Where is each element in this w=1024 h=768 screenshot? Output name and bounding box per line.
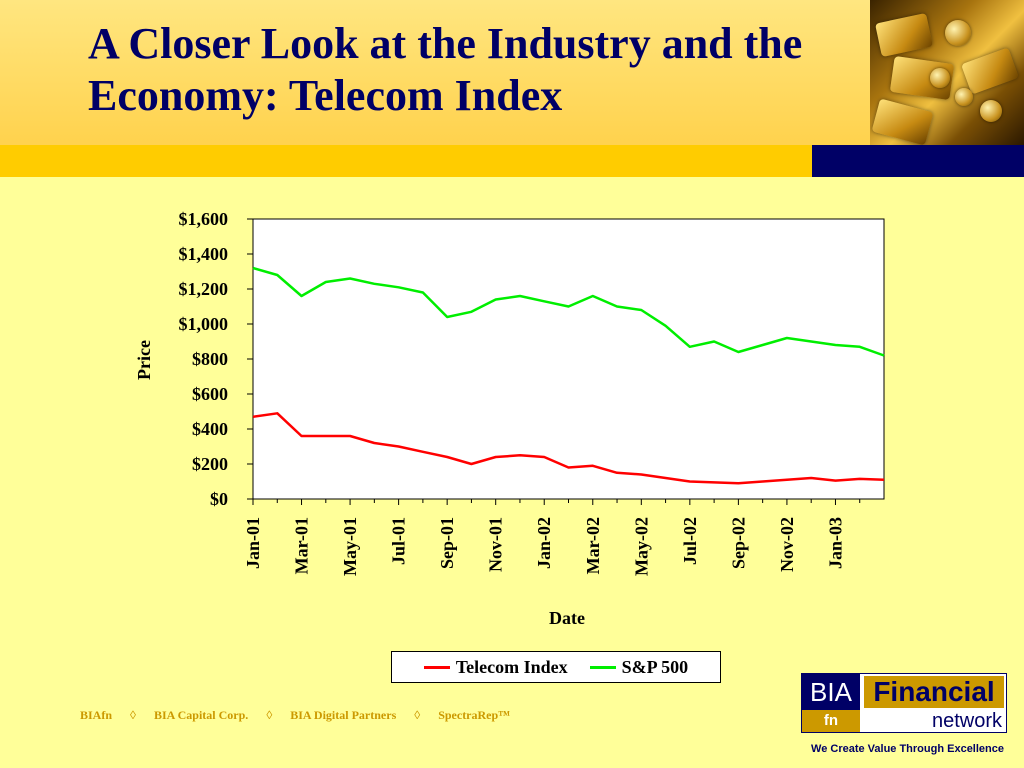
x-tick-label: Nov-02 bbox=[777, 517, 797, 572]
accent-band-navy bbox=[812, 145, 1024, 177]
logo-network-text: network bbox=[931, 710, 1002, 732]
x-tick-label: Sep-01 bbox=[437, 517, 457, 569]
company-tagline: We Create Value Through Excellence bbox=[811, 743, 1004, 755]
logo-bia-text: BIA bbox=[802, 674, 860, 710]
x-tick-label: Nov-01 bbox=[486, 517, 506, 572]
x-axis-label: Date bbox=[549, 608, 585, 628]
logo-financial-text: Financial bbox=[864, 676, 1004, 708]
y-tick-label: $400 bbox=[192, 419, 228, 439]
title-banner: A Closer Look at the Industry and the Ec… bbox=[0, 0, 870, 145]
x-tick-label: Jan-02 bbox=[534, 517, 554, 569]
x-axis: Jan-01 Mar-01 May-01 Jul-01 Sep-01 Nov-01 Jan-… bbox=[243, 499, 861, 576]
y-axis: $0 $200 $400 $600 $800 $1,000 $1,200 $1,400 $1,6… bbox=[179, 209, 253, 509]
y-tick-label: $800 bbox=[192, 349, 228, 369]
footer-link-spectrarep[interactable]: SpectraRep™ bbox=[438, 708, 511, 722]
plot-background bbox=[252, 218, 885, 500]
x-tick-label: Sep-02 bbox=[728, 517, 748, 569]
footer-separator: ◊ bbox=[414, 708, 421, 722]
slide-title: A Closer Look at the Industry and the Ec… bbox=[88, 19, 803, 120]
footer-separator: ◊ bbox=[266, 708, 273, 722]
x-tick-label: Mar-01 bbox=[292, 517, 312, 574]
legend-swatch-telecom bbox=[423, 665, 450, 669]
chart-legend: Telecom Index S&P 500 bbox=[391, 651, 721, 683]
y-tick-label: $1,600 bbox=[179, 209, 229, 229]
footer-links: BIAfn ◊ BIA Capital Corp. ◊ BIA Digital … bbox=[80, 708, 510, 723]
x-tick-label: May-02 bbox=[631, 517, 651, 576]
legend-label-sp500: S&P 500 bbox=[621, 656, 689, 677]
footer-link-biafn[interactable]: BIAfn bbox=[80, 708, 113, 722]
y-tick-label: $1,000 bbox=[179, 314, 229, 334]
y-tick-label: $1,400 bbox=[179, 244, 229, 264]
y-tick-label: $0 bbox=[210, 489, 228, 509]
footer-link-bia-capital[interactable]: BIA Capital Corp. bbox=[153, 708, 249, 722]
legend-item-sp500: S&P 500 bbox=[589, 656, 689, 678]
series-lines bbox=[252, 266, 885, 485]
y-axis-label: Price bbox=[134, 340, 154, 380]
y-tick-label: $200 bbox=[192, 454, 228, 474]
legend-label-telecom: Telecom Index bbox=[455, 656, 568, 677]
x-tick-label: Jul-01 bbox=[389, 517, 409, 565]
bia-financial-network-logo: BIA fn Financial network bbox=[801, 673, 1007, 733]
x-tick-label: Jan-03 bbox=[825, 517, 845, 569]
plot-area bbox=[252, 218, 885, 500]
accent-band-gold bbox=[0, 145, 812, 177]
legend-swatch-sp500 bbox=[589, 665, 616, 669]
series-line-sp500 bbox=[252, 266, 885, 357]
gold-bars-coins-image bbox=[870, 0, 1024, 145]
y-tick-label: $1,200 bbox=[179, 279, 229, 299]
footer-link-bia-digital[interactable]: BIA Digital Partners bbox=[290, 708, 397, 722]
x-tick-label: Jul-02 bbox=[680, 517, 700, 565]
logo-fn-text: fn bbox=[802, 710, 860, 732]
x-tick-label: Jan-01 bbox=[243, 517, 263, 569]
legend-item-telecom: Telecom Index bbox=[423, 656, 568, 678]
series-line-telecom-index bbox=[252, 412, 885, 485]
x-tick-label: Mar-02 bbox=[583, 517, 603, 574]
x-tick-label: May-01 bbox=[340, 517, 360, 576]
y-tick-label: $600 bbox=[192, 384, 228, 404]
footer-separator: ◊ bbox=[130, 708, 136, 722]
